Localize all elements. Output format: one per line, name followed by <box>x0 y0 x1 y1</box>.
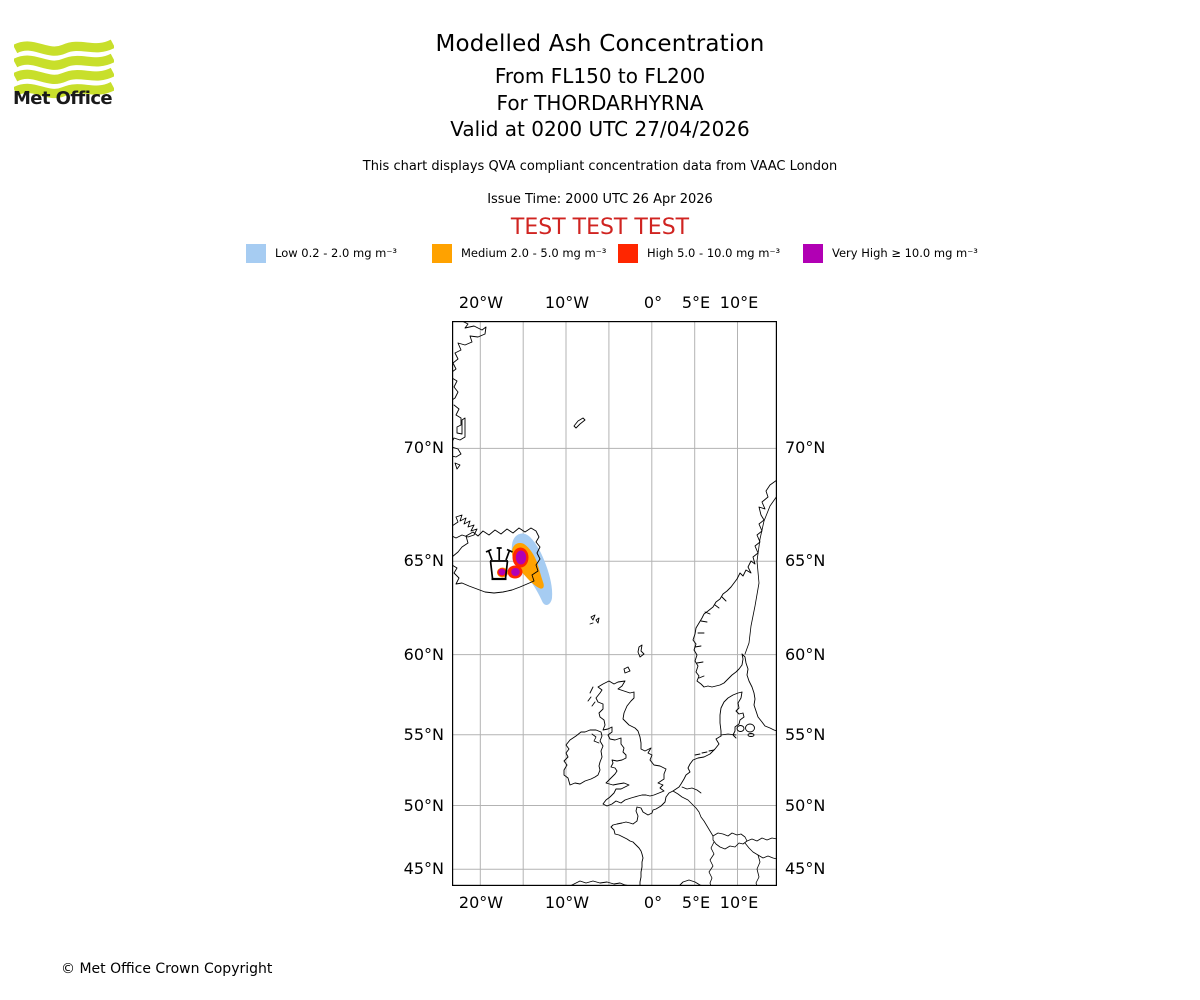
legend-label-high: High 5.0 - 10.0 mg m⁻³ <box>647 246 781 260</box>
lat-label-right-70n: 70°N <box>785 438 826 457</box>
lat-label-right-50n: 50°N <box>785 796 826 815</box>
lon-label-bottom-0: 0° <box>643 893 663 912</box>
lat-label-right-45n: 45°N <box>785 859 826 878</box>
copyright-notice: © Met Office Crown Copyright <box>61 961 273 977</box>
lon-label-bottom-10e: 10°E <box>719 893 759 912</box>
lat-label-left-50n: 50°N <box>403 796 444 815</box>
lat-label-left-60n: 60°N <box>403 645 444 664</box>
ash-plume <box>497 533 553 605</box>
lat-label-right-60n: 60°N <box>785 645 826 664</box>
lon-label-top-20w: 20°W <box>458 293 504 312</box>
subtitle-volcano: For THORDARHYRNA <box>496 91 704 115</box>
legend-swatch-medium <box>432 243 452 263</box>
test-banner: TEST TEST TEST <box>510 215 690 240</box>
legend-item-low: Low 0.2 - 2.0 mg m⁻³ <box>246 243 397 263</box>
map-canvas <box>452 321 777 886</box>
lon-label-bottom-5e: 5°E <box>681 893 711 912</box>
country-borders <box>591 495 777 886</box>
page-title: Modelled Ash Concentration <box>435 31 765 57</box>
lat-label-left-55n: 55°N <box>403 725 444 744</box>
legend-label-low: Low 0.2 - 2.0 mg m⁻³ <box>275 246 398 260</box>
volcano-eruption-symbol <box>485 547 513 581</box>
plume-very-high-vent <box>498 568 506 576</box>
lat-label-right-65n: 65°N <box>785 551 826 570</box>
issue-time: Issue Time: 2000 UTC 26 Apr 2026 <box>487 192 713 207</box>
legend-label-very-high: Very High ≥ 10.0 mg m⁻³ <box>832 246 978 260</box>
coastlines <box>452 321 777 886</box>
lon-label-top-10e: 10°E <box>719 293 759 312</box>
lon-label-top-5e: 5°E <box>681 293 711 312</box>
met-office-logo-waves <box>14 39 114 98</box>
legend-swatch-high <box>618 243 638 263</box>
subtitle-valid-time: Valid at 0200 UTC 27/04/2026 <box>450 117 750 141</box>
map-frame <box>452 321 777 886</box>
lon-label-bottom-10w: 10°W <box>544 893 590 912</box>
legend-label-medium: Medium 2.0 - 5.0 mg m⁻³ <box>461 246 607 260</box>
lon-label-top-10w: 10°W <box>544 293 590 312</box>
legend-swatch-low <box>246 243 266 263</box>
plume-very-high-contour <box>515 550 527 565</box>
legend-item-high: High 5.0 - 10.0 mg m⁻³ <box>618 243 780 263</box>
lat-label-left-45n: 45°N <box>403 859 444 878</box>
subtitle-flight-levels: From FL150 to FL200 <box>494 64 706 88</box>
legend-item-medium: Medium 2.0 - 5.0 mg m⁻³ <box>432 243 606 263</box>
graticule-gridlines <box>453 322 776 885</box>
lon-label-bottom-20w: 20°W <box>458 893 504 912</box>
qva-disclaimer: This chart displays QVA compliant concen… <box>362 159 838 174</box>
lat-label-right-55n: 55°N <box>785 725 826 744</box>
lon-label-top-0: 0° <box>643 293 663 312</box>
legend-swatch-very-high <box>803 243 823 263</box>
lat-label-left-65n: 65°N <box>403 551 444 570</box>
met-office-logo-text: Met Office <box>13 88 113 109</box>
plume-very-high-contour-2 <box>511 568 520 576</box>
lat-label-left-70n: 70°N <box>403 438 444 457</box>
legend-item-very-high: Very High ≥ 10.0 mg m⁻³ <box>803 243 978 263</box>
